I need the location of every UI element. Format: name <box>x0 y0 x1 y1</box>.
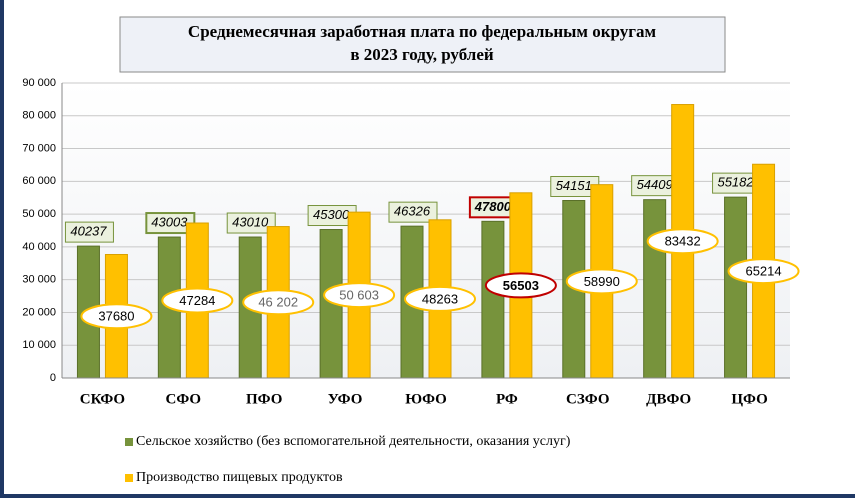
legend-swatch <box>125 438 133 446</box>
y-tick-label: 0 <box>50 372 56 384</box>
x-tick-label: СКФО <box>80 391 125 407</box>
chart-title: Среднемесячная заработная плата по федер… <box>188 22 657 41</box>
y-tick-label: 90 000 <box>22 77 56 89</box>
legend-swatch <box>125 474 133 482</box>
data-label: 40237 <box>70 224 107 239</box>
y-tick-label: 80 000 <box>22 110 56 122</box>
data-label: 43010 <box>232 214 269 229</box>
chart-subtitle: в 2023 году, рублей <box>350 45 494 64</box>
data-label: 47284 <box>179 293 215 308</box>
data-label: 46326 <box>394 204 431 219</box>
frame-left <box>0 0 4 498</box>
data-label: 56503 <box>503 278 539 293</box>
legend-label: Производство пищевых продуктов <box>136 470 343 485</box>
y-tick-label: 10 000 <box>22 339 56 351</box>
title-box <box>119 16 726 73</box>
y-tick-label: 70 000 <box>22 142 56 154</box>
x-tick-label: СФО <box>166 391 202 407</box>
x-tick-label: РФ <box>496 391 518 407</box>
data-label: 48263 <box>422 291 458 306</box>
data-label-box <box>226 212 276 234</box>
data-label: 47800 <box>474 199 512 214</box>
data-label: 43003 <box>151 214 188 229</box>
data-label-box <box>727 258 800 285</box>
y-tick-label: 30 000 <box>22 274 56 286</box>
data-label-box <box>404 285 476 312</box>
x-tick-label: ЦФО <box>731 391 767 407</box>
x-tick-label: ДВФО <box>646 391 691 407</box>
data-label-box <box>565 268 638 295</box>
data-label-box <box>484 272 557 299</box>
x-tick-label: ЮФО <box>405 391 447 407</box>
y-tick-label: 20 000 <box>22 306 56 318</box>
y-tick-label: 40 000 <box>22 241 56 253</box>
data-label: 83432 <box>665 234 701 249</box>
data-label-box <box>161 287 234 314</box>
data-label-box <box>323 282 396 309</box>
data-label: 54409 <box>637 177 673 192</box>
bar <box>643 199 667 379</box>
bar <box>481 220 505 379</box>
y-tick-label: 50 000 <box>22 208 56 220</box>
x-tick-label: ПФО <box>246 391 282 407</box>
data-label: 54151 <box>556 178 592 193</box>
bar <box>724 196 748 379</box>
legend-label: Сельское хозяйство (без вспомогательной … <box>136 434 571 449</box>
frame-bottom <box>0 494 855 498</box>
data-label: 45300 <box>313 207 350 222</box>
data-label-box <box>80 303 153 330</box>
data-label-box <box>388 201 438 223</box>
x-tick-label: СЗФО <box>566 391 609 407</box>
data-label: 37680 <box>98 309 134 324</box>
x-tick-label: УФО <box>328 391 363 407</box>
data-label: 50 603 <box>339 288 379 303</box>
data-label-box <box>646 228 719 255</box>
data-label-box <box>64 221 114 243</box>
y-tick-label: 60 000 <box>22 175 56 187</box>
data-label: 46 202 <box>258 295 298 310</box>
data-label-box <box>242 289 315 316</box>
data-label: 58990 <box>584 274 620 289</box>
data-label: 55182 <box>717 175 754 190</box>
data-label: 65214 <box>745 264 781 279</box>
